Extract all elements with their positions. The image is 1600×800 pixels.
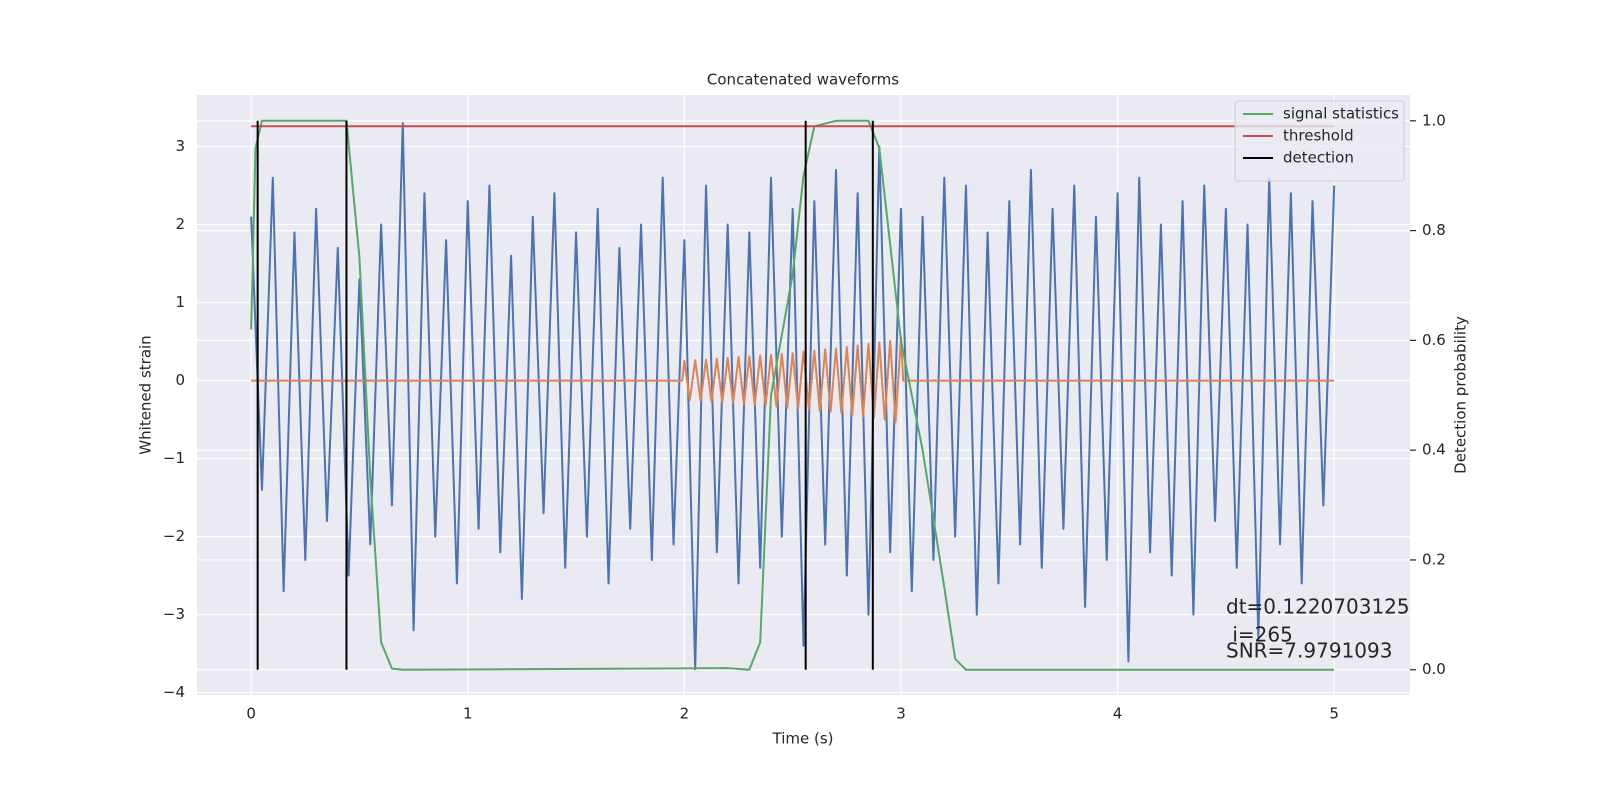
x-tick-label: 3	[896, 705, 906, 723]
y2-tick-label: 0.6	[1422, 331, 1446, 349]
x-tick-label: 4	[1113, 705, 1123, 723]
y2-axis-label: Detection probability	[1452, 316, 1470, 474]
y2-tick-label: 0.8	[1422, 221, 1446, 239]
plot-area	[197, 95, 1410, 695]
series-line	[250, 119, 1335, 671]
y-tick-label: −3	[163, 605, 185, 623]
y-tick-label: 2	[175, 215, 185, 233]
x-tick-label: 5	[1329, 705, 1339, 723]
x-tick-label: 1	[463, 705, 473, 723]
y2-tick-label: 1.0	[1422, 111, 1446, 129]
y-tick-label: 0	[175, 371, 185, 389]
annotation: i=265	[1226, 623, 1293, 647]
legend-box	[1234, 100, 1405, 182]
x-tick-label: 0	[246, 705, 256, 723]
y-tick-label: 1	[175, 293, 185, 311]
annotation: SNR=7.9791093	[1226, 639, 1392, 663]
y-tick-label: −2	[163, 527, 185, 545]
legend-label: signal statistics	[1283, 105, 1399, 123]
y2-tick-label: 0.4	[1422, 441, 1446, 459]
marks	[250, 119, 1336, 671]
y-tick-label: −1	[163, 449, 185, 467]
legend-label: threshold	[1283, 127, 1354, 145]
annotation: dt=0.1220703125	[1226, 595, 1410, 619]
y-axis-label: Whitened strain	[137, 335, 155, 454]
x-axis-label: Time (s)	[772, 730, 834, 748]
y-tick-label: −4	[163, 683, 185, 701]
chart-title: Concatenated waveforms	[707, 71, 899, 89]
legend-label: detection	[1283, 149, 1354, 167]
y-tick-label: 3	[175, 137, 185, 155]
labels: 0 1 2 3 4 5 −4 −3 −2 −1 0 1 2 3 0.0 0.2 0.4 0.6 0.8 1.0 dt=0…	[163, 100, 1446, 723]
y2-tick-label: 0.2	[1422, 550, 1446, 568]
waveform-line	[250, 122, 1336, 671]
x-tick-label: 2	[680, 705, 690, 723]
y2-tick-label: 0.0	[1422, 660, 1446, 678]
